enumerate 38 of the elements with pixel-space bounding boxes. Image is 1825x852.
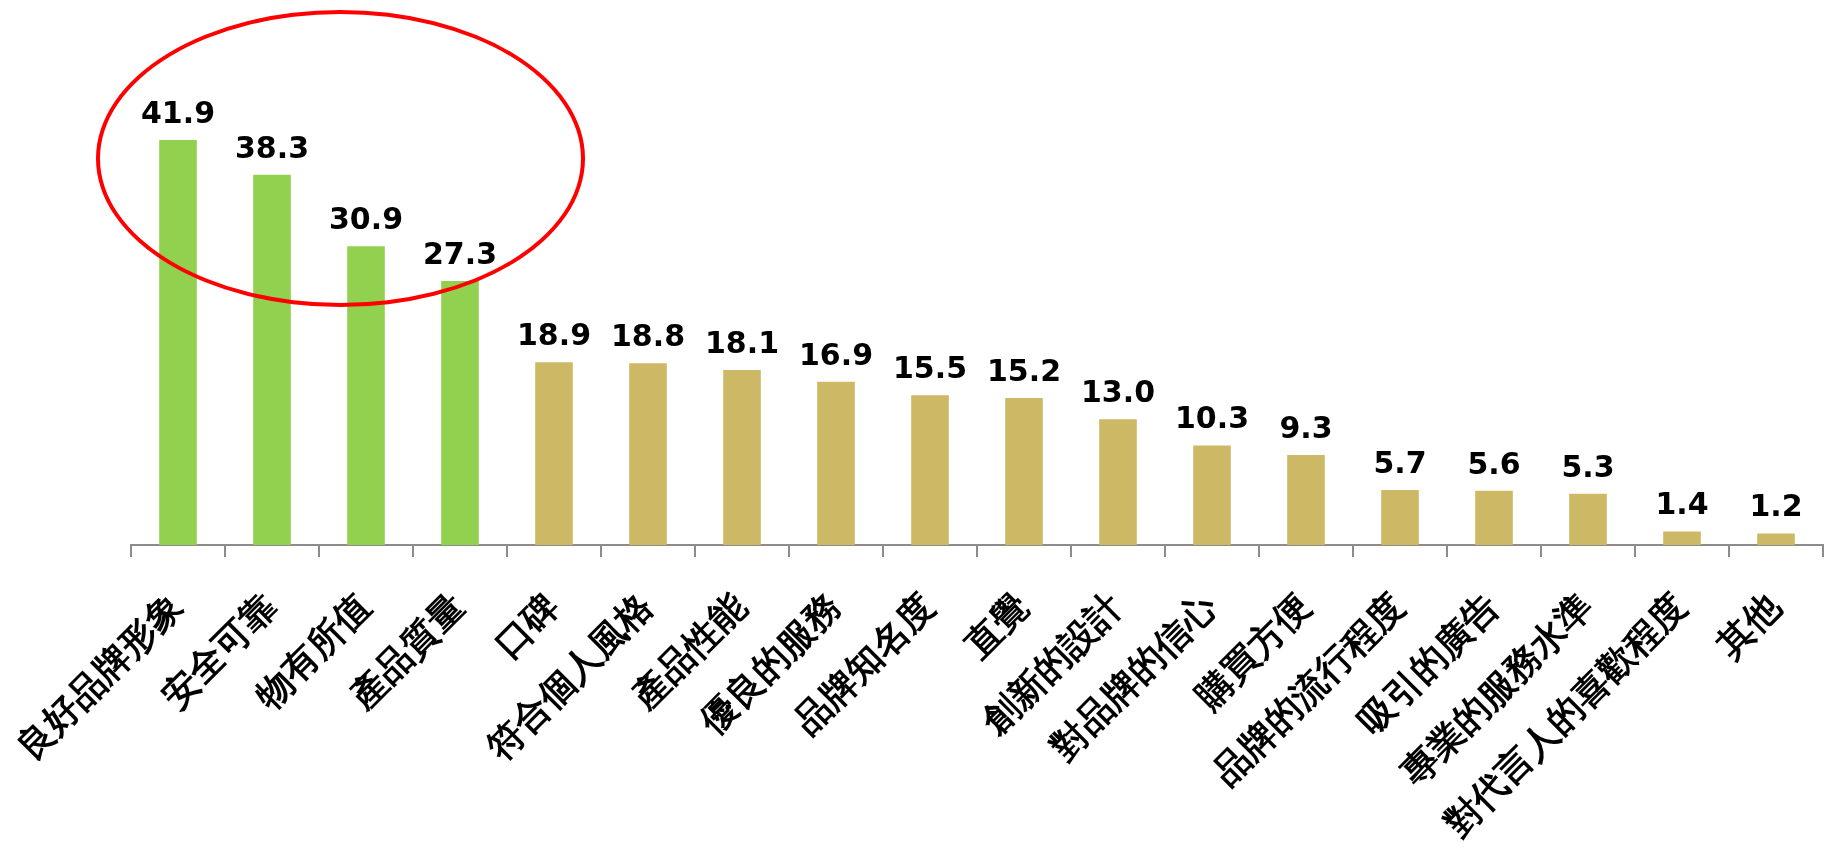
bar bbox=[911, 395, 949, 545]
bar bbox=[159, 140, 197, 545]
bar bbox=[723, 370, 761, 545]
bar bbox=[1569, 493, 1607, 545]
data-label: 5.7 bbox=[1373, 444, 1427, 480]
data-label: 41.9 bbox=[140, 95, 216, 130]
bar bbox=[1475, 490, 1513, 545]
x-tick-label: 口碑 bbox=[486, 585, 567, 666]
bar bbox=[1287, 455, 1325, 545]
bar bbox=[1099, 419, 1137, 545]
data-label: 1.4 bbox=[1655, 486, 1709, 522]
data-label: 18.9 bbox=[516, 317, 592, 353]
bar bbox=[817, 381, 855, 545]
bar bbox=[347, 246, 385, 545]
bar bbox=[535, 362, 573, 545]
bar bbox=[629, 363, 667, 545]
data-label: 38.3 bbox=[234, 129, 310, 165]
bar bbox=[1663, 531, 1701, 545]
bar bbox=[1193, 445, 1231, 545]
data-label: 5.6 bbox=[1467, 445, 1521, 481]
bar bbox=[1757, 533, 1795, 545]
data-label: 1.2 bbox=[1749, 488, 1803, 524]
data-label: 13.0 bbox=[1080, 374, 1156, 410]
data-label: 16.9 bbox=[798, 336, 874, 372]
data-label: 18.1 bbox=[704, 325, 780, 361]
data-label: 30.9 bbox=[328, 201, 404, 237]
data-label: 5.3 bbox=[1561, 448, 1615, 484]
bar bbox=[1381, 489, 1419, 545]
data-label: 10.3 bbox=[1174, 400, 1250, 436]
x-tick-label: 其他 bbox=[1707, 584, 1789, 667]
bar bbox=[441, 281, 479, 545]
data-label: 15.2 bbox=[986, 353, 1062, 389]
data-label: 27.3 bbox=[422, 236, 498, 272]
data-label: 15.5 bbox=[892, 350, 968, 386]
data-label: 9.3 bbox=[1279, 410, 1333, 446]
bar bbox=[253, 174, 291, 545]
bar bbox=[1005, 398, 1043, 545]
data-label: 18.8 bbox=[610, 318, 686, 354]
